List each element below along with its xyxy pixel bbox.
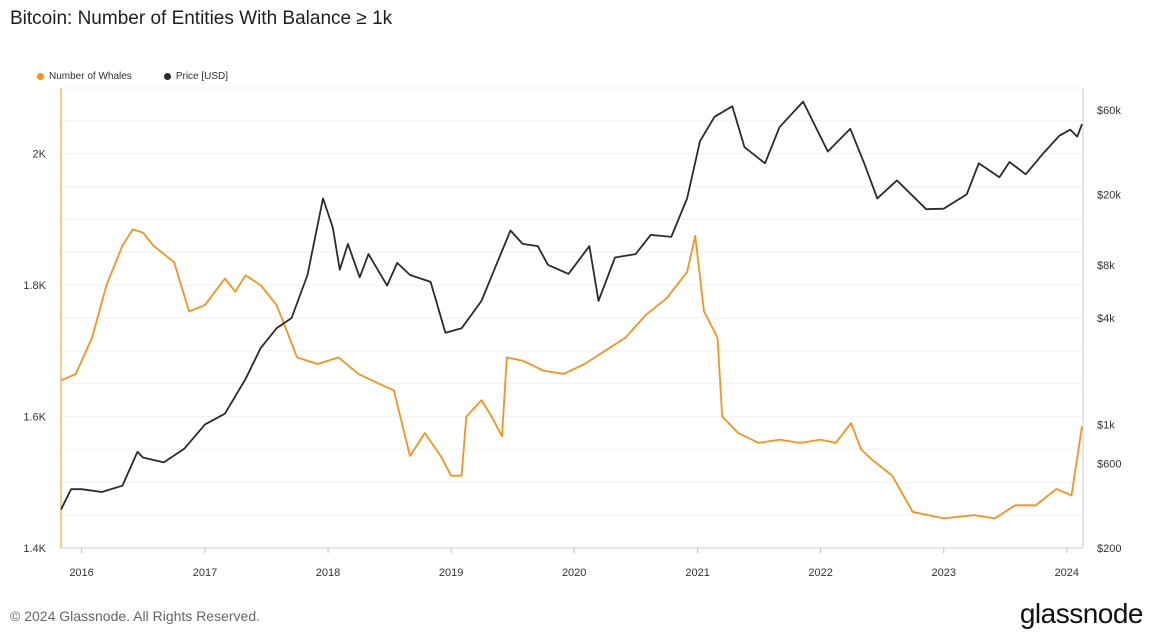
legend-swatch-whales: [37, 73, 44, 80]
y-tick-label-right: $20k: [1097, 189, 1121, 201]
x-tick-label: 2022: [808, 567, 832, 579]
series-lines: [60, 100, 1083, 520]
price-line: [60, 100, 1083, 510]
y-tick-label-right: $8k: [1097, 260, 1115, 272]
x-tick-label: 2016: [69, 567, 93, 579]
chart-title: Bitcoin: Number of Entities With Balance…: [10, 8, 393, 29]
chart-canvas: 1.4K 1.6K 1.8K 2K $200 $600 $1k $4k $8k $20k $60k…: [23, 87, 1121, 579]
x-tick-label: 2019: [439, 567, 463, 579]
x-tick-label: 2024: [1055, 567, 1079, 579]
x-tick-label: 2020: [562, 567, 586, 579]
x-tick-label: 2023: [932, 567, 956, 579]
y-tick-label-left: 1.6K: [23, 412, 46, 424]
x-tick-label: 2021: [685, 567, 709, 579]
brand-logo: glassnode: [1019, 598, 1144, 629]
legend-label-whales: Number of Whales: [49, 71, 132, 82]
y-axis-right: $200 $600 $1k $4k $8k $20k $60k: [1097, 105, 1121, 555]
copyright-text: © 2024 Glassnode. All Rights Reserved.: [10, 608, 261, 624]
x-tick-label: 2017: [193, 567, 217, 579]
grid-lines: [60, 87, 1084, 549]
x-axis: 2016 2017 2018 2019 2020 2021 2022 2023 2024: [69, 548, 1079, 579]
y-tick-label-right: $200: [1097, 543, 1121, 555]
y-axis-left: 1.4K 1.6K 1.8K 2K: [23, 149, 46, 555]
y-tick-label-right: $1k: [1097, 419, 1115, 431]
y-tick-label-left: 1.8K: [23, 280, 46, 292]
x-tick-label: 2018: [316, 567, 340, 579]
y-tick-label-left: 2K: [33, 149, 47, 161]
legend-swatch-price: [163, 73, 171, 80]
y-tick-label-right: $600: [1097, 459, 1121, 471]
legend-label-price: Price [USD]: [175, 71, 229, 82]
y-tick-label-right: $4k: [1097, 313, 1115, 325]
y-tick-label-right: $60k: [1097, 105, 1121, 117]
whales-line: [60, 228, 1083, 520]
legend-item-whales[interactable]: Number of Whales: [37, 71, 132, 82]
y-tick-label-left: 1.4K: [23, 543, 46, 555]
legend-item-price[interactable]: Price [USD]: [163, 71, 229, 82]
legend: Number of Whales Price [USD]: [37, 71, 228, 82]
